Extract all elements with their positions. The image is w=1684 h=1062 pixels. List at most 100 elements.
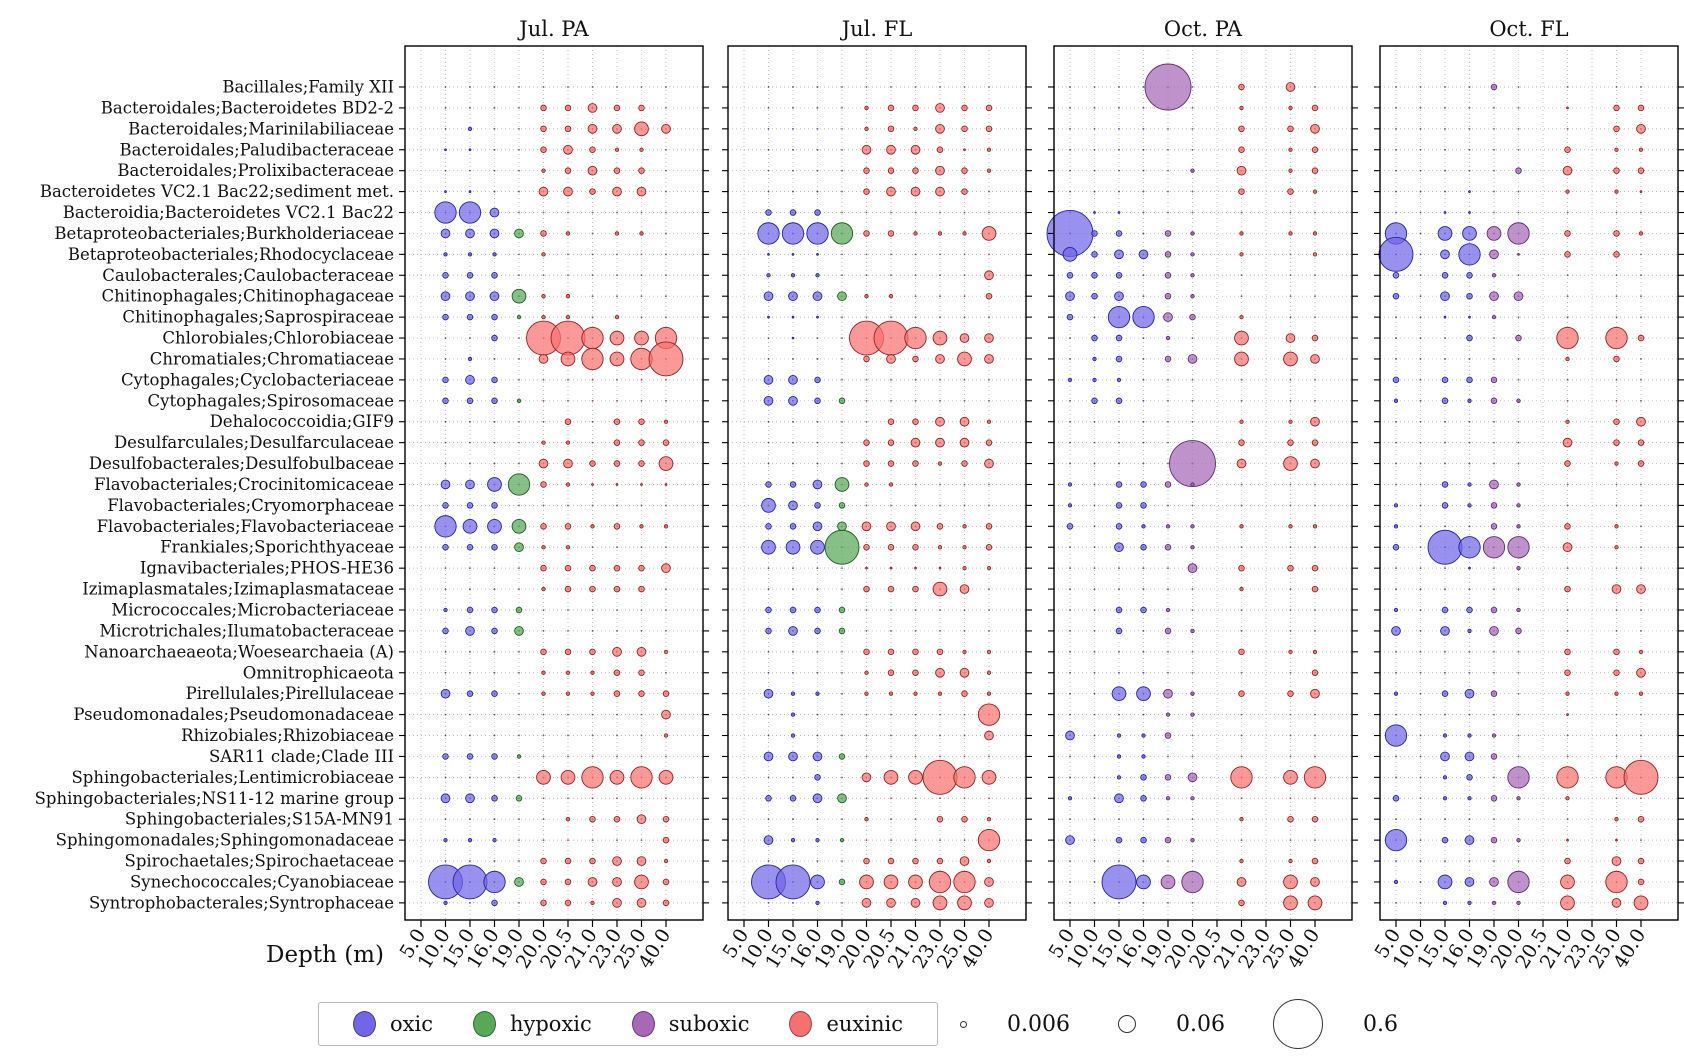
min-dot bbox=[493, 860, 496, 862]
min-dot bbox=[1493, 567, 1495, 570]
bubble bbox=[785, 539, 801, 555]
min-dot bbox=[1289, 274, 1292, 277]
bubble bbox=[812, 751, 823, 762]
bubble bbox=[1466, 606, 1473, 614]
bubble bbox=[913, 126, 918, 131]
min-dot bbox=[567, 378, 569, 381]
bubble bbox=[887, 543, 895, 551]
min-dot bbox=[1566, 316, 1569, 319]
size-circle-medium-icon bbox=[1117, 1015, 1136, 1033]
min-dot bbox=[591, 399, 594, 402]
min-dot bbox=[1093, 839, 1096, 842]
bubble bbox=[1238, 648, 1245, 656]
min-dot bbox=[1493, 776, 1495, 779]
bubble bbox=[887, 230, 895, 237]
bubble bbox=[838, 502, 846, 509]
bubble bbox=[581, 347, 604, 371]
bubble bbox=[981, 770, 997, 785]
min-dot bbox=[1493, 860, 1495, 862]
bubble bbox=[540, 564, 547, 572]
bubble bbox=[467, 126, 473, 131]
bubble bbox=[1516, 796, 1521, 801]
min-dot bbox=[1093, 609, 1096, 611]
bubble bbox=[1283, 456, 1298, 471]
bubble bbox=[1187, 772, 1198, 783]
bubble bbox=[1236, 165, 1247, 176]
bubble bbox=[886, 521, 896, 532]
min-dot bbox=[1093, 441, 1096, 444]
bubble bbox=[865, 566, 868, 570]
bubble bbox=[959, 856, 970, 866]
min-dot bbox=[865, 734, 868, 737]
oxic-circle-icon bbox=[353, 1011, 376, 1037]
min-dot bbox=[1314, 797, 1316, 800]
bubble bbox=[1190, 252, 1195, 257]
bubble bbox=[938, 566, 942, 570]
bubble bbox=[639, 147, 644, 152]
bubble bbox=[864, 105, 869, 111]
min-dot bbox=[767, 441, 770, 444]
bubble bbox=[1441, 397, 1449, 405]
min-dot bbox=[1419, 378, 1422, 381]
min-dot bbox=[865, 86, 868, 88]
min-dot bbox=[1314, 609, 1316, 611]
bubble bbox=[861, 772, 872, 783]
panel-border bbox=[404, 45, 704, 921]
min-dot bbox=[963, 609, 966, 611]
min-dot bbox=[1517, 818, 1520, 821]
min-dot bbox=[988, 755, 990, 758]
bubble bbox=[491, 753, 498, 760]
min-dot bbox=[841, 378, 843, 381]
min-dot bbox=[1289, 483, 1292, 486]
min-dot bbox=[616, 86, 618, 88]
bubble bbox=[1311, 104, 1319, 112]
min-dot bbox=[1395, 316, 1397, 319]
bubble bbox=[981, 226, 997, 241]
bubble bbox=[1190, 168, 1195, 173]
min-dot bbox=[518, 86, 520, 88]
min-dot bbox=[1640, 86, 1642, 88]
bubble bbox=[483, 870, 506, 894]
bubble bbox=[863, 167, 870, 174]
min-dot bbox=[1444, 190, 1446, 193]
min-dot bbox=[1517, 860, 1520, 862]
min-dot bbox=[469, 671, 471, 674]
bubble bbox=[1507, 766, 1530, 789]
min-dot bbox=[1493, 420, 1495, 423]
min-dot bbox=[1419, 190, 1422, 193]
bubble bbox=[1066, 523, 1074, 530]
min-dot bbox=[816, 337, 819, 339]
min-dot bbox=[1314, 504, 1316, 507]
min-dot bbox=[1118, 107, 1120, 109]
bubble bbox=[1516, 607, 1521, 613]
min-dot bbox=[841, 274, 843, 277]
bubble bbox=[442, 753, 449, 760]
bubble bbox=[514, 626, 524, 636]
min-dot bbox=[890, 316, 892, 319]
size-label: 0.6 bbox=[1362, 1011, 1398, 1037]
min-dot bbox=[963, 295, 966, 298]
size-label: 0.06 bbox=[1175, 1011, 1225, 1037]
min-dot bbox=[1566, 755, 1569, 758]
min-dot bbox=[1240, 630, 1243, 632]
min-dot bbox=[1640, 630, 1642, 632]
bubble bbox=[1187, 354, 1198, 364]
bubble bbox=[1565, 796, 1570, 801]
min-dot bbox=[1093, 546, 1096, 549]
bubble bbox=[1101, 864, 1137, 900]
bubble bbox=[440, 688, 451, 699]
row-label: Nanoarchaeaeota;Woesearchaeia (A) bbox=[84, 642, 394, 661]
min-dot bbox=[1191, 588, 1194, 590]
min-dot bbox=[493, 86, 496, 88]
min-dot bbox=[841, 462, 843, 465]
bubble bbox=[1516, 503, 1521, 508]
min-dot bbox=[1566, 127, 1569, 130]
min-dot bbox=[1615, 316, 1618, 319]
min-dot bbox=[616, 253, 618, 256]
min-dot bbox=[493, 127, 496, 130]
bubble bbox=[1638, 231, 1644, 236]
bubble bbox=[861, 144, 872, 155]
min-dot bbox=[1142, 232, 1145, 235]
bubble bbox=[638, 418, 645, 425]
bubble bbox=[1141, 754, 1146, 759]
